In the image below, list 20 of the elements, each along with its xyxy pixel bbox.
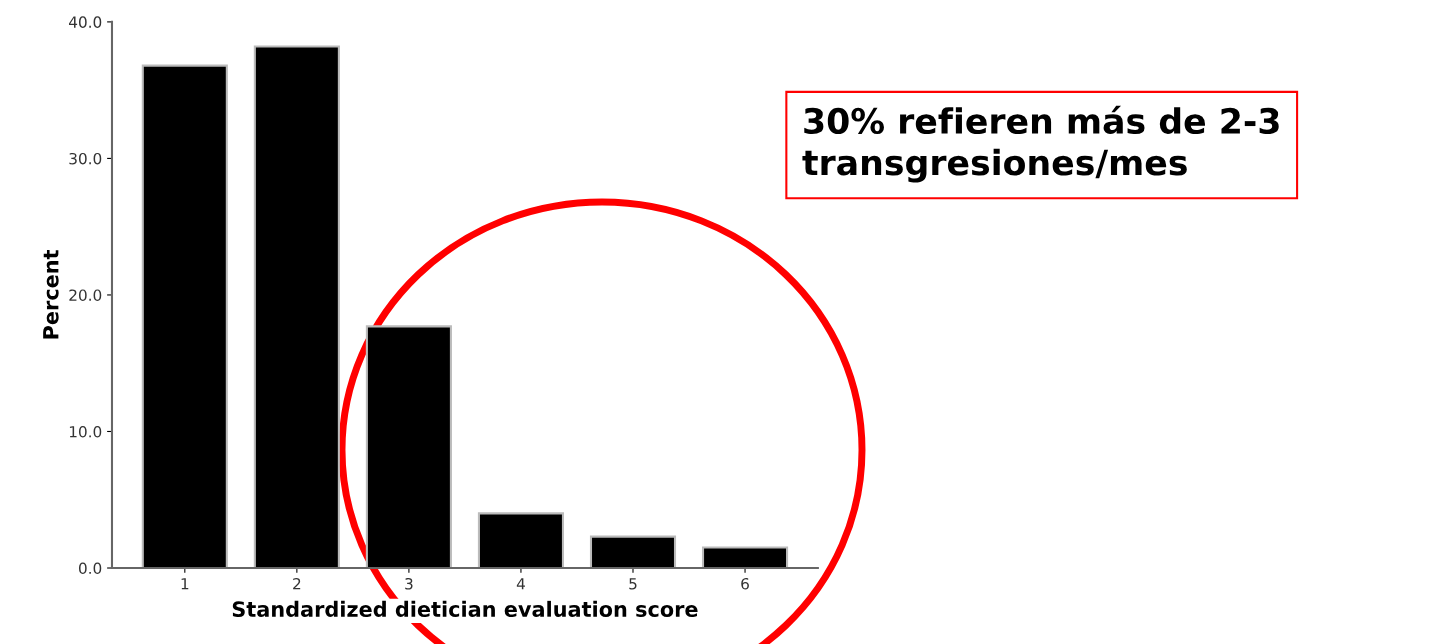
y-tick-label: 10.0: [69, 425, 102, 438]
bar: [365, 325, 452, 569]
x-tick-label: 1: [181, 578, 189, 590]
y-tick-label: 0.0: [78, 562, 102, 575]
x-tick-label: 2: [293, 578, 301, 590]
bar: [253, 45, 340, 569]
y-tick-label: 30.0: [69, 152, 102, 165]
bar: [477, 512, 565, 569]
x-tick-label: 6: [741, 578, 749, 590]
x-axis-title: Standardized dietician evaluation score: [232, 600, 698, 617]
y-tick-label: 20.0: [69, 289, 102, 301]
annotation: 30% refieren más de 2-3 transgresiones/mes: [802, 105, 1279, 183]
x-tick-label: 3: [405, 578, 413, 590]
x-tick-label: 4: [516, 578, 525, 590]
x-tick-label: 5: [629, 578, 637, 590]
bar: [141, 64, 228, 569]
y-tick-label: 40.0: [69, 16, 102, 28]
bar: [589, 535, 677, 569]
bar: [701, 546, 789, 569]
y-axis-title: Percent: [43, 249, 59, 339]
